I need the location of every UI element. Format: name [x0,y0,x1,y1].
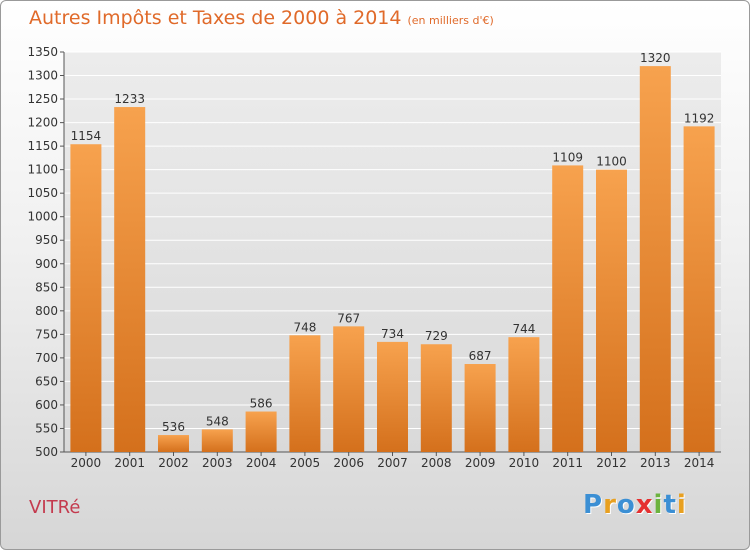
y-tick-label: 700 [35,351,58,365]
data-label-2014: 1192 [684,111,715,125]
data-label-2012: 1100 [596,155,627,169]
logo-letter: t [663,490,677,520]
bar-2014 [683,126,715,453]
logo-letter: i [653,490,664,520]
proxiti-logo[interactable]: Proxiti [583,490,687,520]
data-label-2007: 734 [381,327,404,341]
bar-2001 [114,107,146,452]
bar-2004 [245,411,277,452]
bar-2006 [333,326,365,452]
x-tick-label-2012: 2012 [596,456,627,470]
bar-2005 [289,335,321,452]
x-tick-label-2009: 2009 [465,456,496,470]
x-tick-label-2007: 2007 [377,456,408,470]
x-tick-label-2000: 2000 [71,456,102,470]
data-label-2005: 748 [293,320,316,334]
y-tick-label: 950 [35,233,58,247]
bar-2013 [639,66,671,452]
data-label-2003: 548 [206,414,229,428]
y-tick-label: 600 [35,398,58,412]
y-tick-label: 1250 [27,92,58,106]
data-label-2011: 1109 [552,150,583,164]
y-tick-label: 750 [35,327,58,341]
y-tick-label: 1350 [27,45,58,59]
y-tick-label: 1100 [27,163,58,177]
chart-title-text: Autres Impôts et Taxes de 2000 à 2014 [29,7,402,29]
x-tick-label-2004: 2004 [246,456,277,470]
logo-letter: o [616,490,636,520]
logo-letter: P [583,490,604,520]
data-label-2004: 586 [250,397,273,411]
logo-letter: r [603,490,617,520]
y-tick-label: 800 [35,304,58,318]
bar-2003 [201,429,233,452]
y-tick-label: 550 [35,421,58,435]
x-tick-label-2005: 2005 [290,456,321,470]
y-tick-label: 900 [35,257,58,271]
y-tick-label: 1200 [27,116,58,130]
bar-2011 [552,165,584,453]
x-tick-label-2008: 2008 [421,456,452,470]
city-name: VITRé [29,497,81,518]
logo-letter: i [676,490,687,520]
x-tick-label-2002: 2002 [158,456,189,470]
bar-2010 [508,337,540,452]
data-label-2013: 1320 [640,51,671,65]
y-tick-label: 1000 [27,210,58,224]
y-tick-label: 650 [35,374,58,388]
y-tick-label: 850 [35,280,58,294]
chart-title: Autres Impôts et Taxes de 2000 à 2014 (en… [29,7,494,29]
bar-2008 [420,344,452,452]
chart-subtitle: (en milliers d'€) [407,14,494,27]
bar-2007 [377,341,408,452]
x-tick-label-2003: 2003 [202,456,233,470]
y-tick-label: 500 [35,445,58,459]
data-label-2002: 536 [162,420,185,434]
bar-2000 [70,144,102,452]
data-label-2006: 767 [337,311,360,325]
x-tick-label-2006: 2006 [333,456,364,470]
data-label-2008: 729 [425,329,448,343]
x-tick-label-2011: 2011 [552,456,583,470]
x-tick-label-2014: 2014 [684,456,715,470]
x-tick-label-2010: 2010 [509,456,540,470]
y-tick-label: 1150 [27,139,58,153]
bar-2002 [158,435,189,452]
x-tick-label-2013: 2013 [640,456,671,470]
x-tick-label-2001: 2001 [114,456,145,470]
data-label-2010: 744 [512,322,535,336]
data-label-2009: 687 [469,349,492,363]
logo-letter: x [635,490,654,520]
bar-2009 [464,364,496,452]
bar-2012 [596,169,627,452]
plot-area: 500 550 600 650 700 750 800 850 900 950 1000 1050 11… [27,45,721,470]
y-tick-label: 1300 [27,69,58,83]
data-label-2000: 1154 [71,129,102,143]
y-tick-label: 1050 [27,186,58,200]
data-label-2001: 1233 [114,92,145,106]
